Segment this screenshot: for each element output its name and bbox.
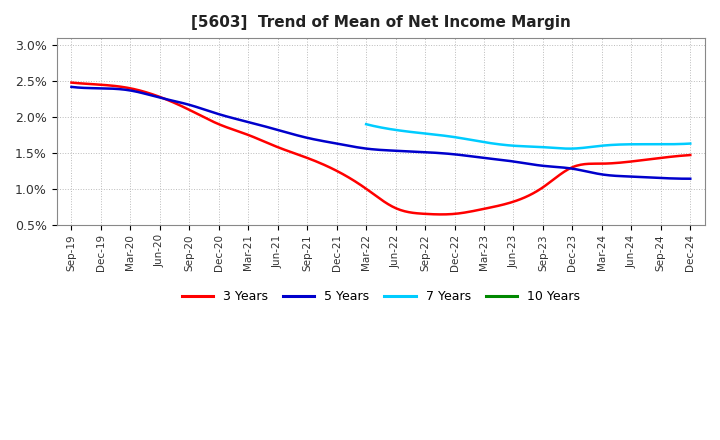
Legend: 3 Years, 5 Years, 7 Years, 10 Years: 3 Years, 5 Years, 7 Years, 10 Years — [176, 285, 585, 308]
Title: [5603]  Trend of Mean of Net Income Margin: [5603] Trend of Mean of Net Income Margi… — [191, 15, 571, 30]
